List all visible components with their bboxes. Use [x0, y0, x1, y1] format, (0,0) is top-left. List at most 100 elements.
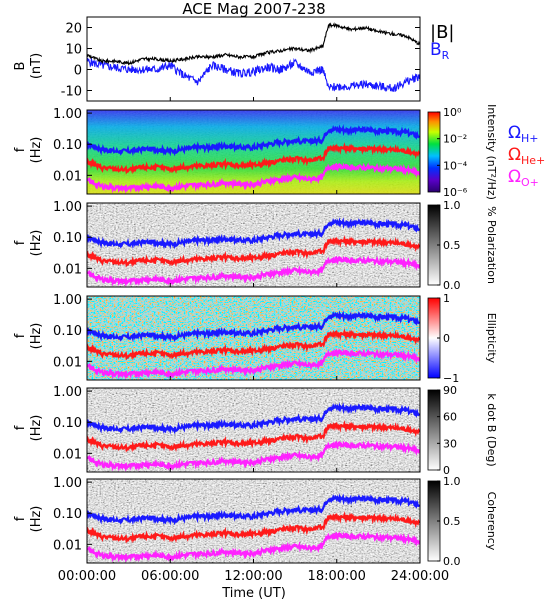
- colorbar-tick-label: 10⁻²: [443, 133, 467, 146]
- omega-o-line: [87, 440, 420, 472]
- omega-he-line: [87, 142, 420, 175]
- colorbar-polarization-label: % Polarization: [485, 206, 498, 284]
- f-yunit: (Hz): [29, 323, 44, 350]
- f-ytick-label: 0.10: [53, 507, 82, 522]
- legend-omega-he-symbol: Ω: [508, 145, 521, 165]
- series-b-r-line: [87, 57, 420, 93]
- f-ylabel: f: [13, 516, 28, 521]
- f-yunit: (Hz): [29, 506, 44, 533]
- omega-he-line: [87, 235, 420, 268]
- f-ylabel: f: [13, 240, 28, 245]
- colorbar-tick-label: 0.5: [443, 239, 461, 252]
- colorbar-tick-label: 1.0: [443, 199, 461, 212]
- omega-o-line: [87, 348, 420, 380]
- omega-o-line: [87, 162, 420, 194]
- colorbar-tick-label: 10⁻⁶: [443, 186, 468, 199]
- panel-intensity: [86, 109, 421, 195]
- b-ytick-label: 20: [65, 22, 82, 37]
- colorbar-tick-label: −1: [443, 372, 459, 385]
- legend-b-r: BR: [430, 40, 450, 62]
- x-tick-label: 00:00:00: [58, 569, 116, 584]
- series-b-total-line: [87, 22, 420, 66]
- f-ytick-label: 0.01: [53, 262, 82, 277]
- f-ytick-label: 0.01: [53, 538, 82, 553]
- colorbar-kdotb-label: k dot B (Deg): [485, 393, 498, 466]
- legend-omega-o-symbol: Ω: [508, 167, 521, 187]
- b-ytick-label: 10: [65, 43, 82, 58]
- f-ylabel: f: [13, 147, 28, 152]
- omega-h-line: [87, 124, 420, 157]
- omega-h-line: [87, 217, 420, 250]
- omega-o-line: [87, 255, 420, 287]
- omega-h-line: [87, 310, 420, 343]
- legend-omega-h: ΩH+: [508, 123, 539, 145]
- legend-omega-he-sub: He+: [521, 154, 545, 167]
- panel-k-dot-b: [86, 387, 421, 473]
- f-ytick-label: 0.10: [53, 138, 82, 153]
- omega-o-line: [87, 531, 420, 563]
- omega-he-line: [87, 328, 420, 361]
- f-ytick-label: 1.00: [53, 476, 82, 491]
- f-ytick-label: 1.00: [53, 385, 82, 400]
- legend-b-r-sub: R: [442, 49, 450, 62]
- colorbar-tick-label: 0.0: [443, 279, 461, 292]
- f-ytick-label: 0.10: [53, 324, 82, 339]
- f-ytick-label: 0.01: [53, 355, 82, 370]
- x-tick-label: 06:00:00: [141, 569, 199, 584]
- omega-he-line: [87, 511, 420, 544]
- legend-omega-h-symbol: Ω: [508, 123, 521, 143]
- colorbar-tick-label: 60: [443, 411, 457, 424]
- colorbar-kdotb-scale: [427, 389, 441, 471]
- colorbar-tick-label: 30: [443, 437, 457, 450]
- legend-b-r-main: B: [430, 40, 442, 60]
- colorbar-tick-label: 90: [443, 384, 457, 397]
- f-ylabel: f: [13, 425, 28, 430]
- legend-omega-he: ΩHe+: [508, 145, 545, 167]
- colorbar-tick-label: 0: [443, 332, 450, 345]
- f-ytick-label: 0.10: [53, 231, 82, 246]
- panel-ellipticity: [86, 295, 421, 381]
- f-ytick-label: 1.00: [53, 293, 82, 308]
- colorbar-ellipticity: 1 0 −1 Ellipticity: [427, 292, 498, 385]
- colorbar-tick-label: 0.5: [443, 515, 461, 528]
- omega-h-line: [87, 493, 420, 526]
- colorbar-tick-label: 0: [443, 464, 450, 477]
- x-tick-label: 18:00:00: [308, 569, 366, 584]
- f-ytick-label: 1.00: [53, 200, 82, 215]
- colorbar-ellipticity-label: Ellipticity: [485, 313, 498, 364]
- legend-omega-o: ΩO+: [508, 167, 539, 189]
- f-ytick-label: 0.10: [53, 416, 82, 431]
- f-ylabel: f: [13, 333, 28, 338]
- colorbar-intensity-label: Intensity (nT²/Hz): [485, 104, 498, 200]
- panel-coherency: [86, 478, 421, 564]
- x-axis-label: Time (UT): [221, 586, 286, 600]
- f-ytick-label: 0.01: [53, 447, 82, 462]
- colorbar-coherency-label: Coherency: [485, 492, 498, 551]
- f-yunit: (Hz): [29, 230, 44, 257]
- colorbar-tick-label: 1: [443, 292, 450, 305]
- colorbar-kdotb: 90 60 30 0 k dot B (Deg): [427, 384, 498, 477]
- b-ytick-label: 0: [74, 64, 82, 79]
- colorbar-coherency: 1.0 0.5 0.0 Coherency: [427, 475, 498, 568]
- f-yunit: (Hz): [29, 137, 44, 164]
- b-yunit: (nT): [29, 53, 44, 79]
- f-ytick-label: 0.01: [53, 169, 82, 184]
- colorbar-tick-label: 10⁰: [443, 106, 462, 119]
- colorbar-tick-label: 10⁻⁴: [443, 159, 468, 172]
- b-ylabel: B: [13, 62, 28, 71]
- b-ytick-label: -10: [61, 85, 82, 100]
- panel-polarization: [86, 202, 421, 288]
- figure-title: ACE Mag 2007-238: [182, 0, 325, 18]
- legend-omega-h-sub: H+: [521, 132, 539, 145]
- gyro-legend: ΩH+ ΩHe+ ΩO+: [508, 123, 545, 189]
- colorbar-polarization: 1.0 0.5 0.0 % Polarization: [427, 199, 498, 292]
- colorbar-intensity: 10⁰ 10⁻² 10⁻⁴ 10⁻⁶ Intensity (nT²/Hz): [427, 104, 498, 200]
- legend-omega-o-sub: O+: [521, 176, 539, 189]
- colorbar-intensity-scale: [427, 111, 441, 193]
- f-yunit: (Hz): [29, 415, 44, 442]
- x-tick-label: 12:00:00: [224, 569, 282, 584]
- legend-total-b: |B|: [430, 22, 454, 43]
- f-ytick-label: 1.00: [53, 107, 82, 122]
